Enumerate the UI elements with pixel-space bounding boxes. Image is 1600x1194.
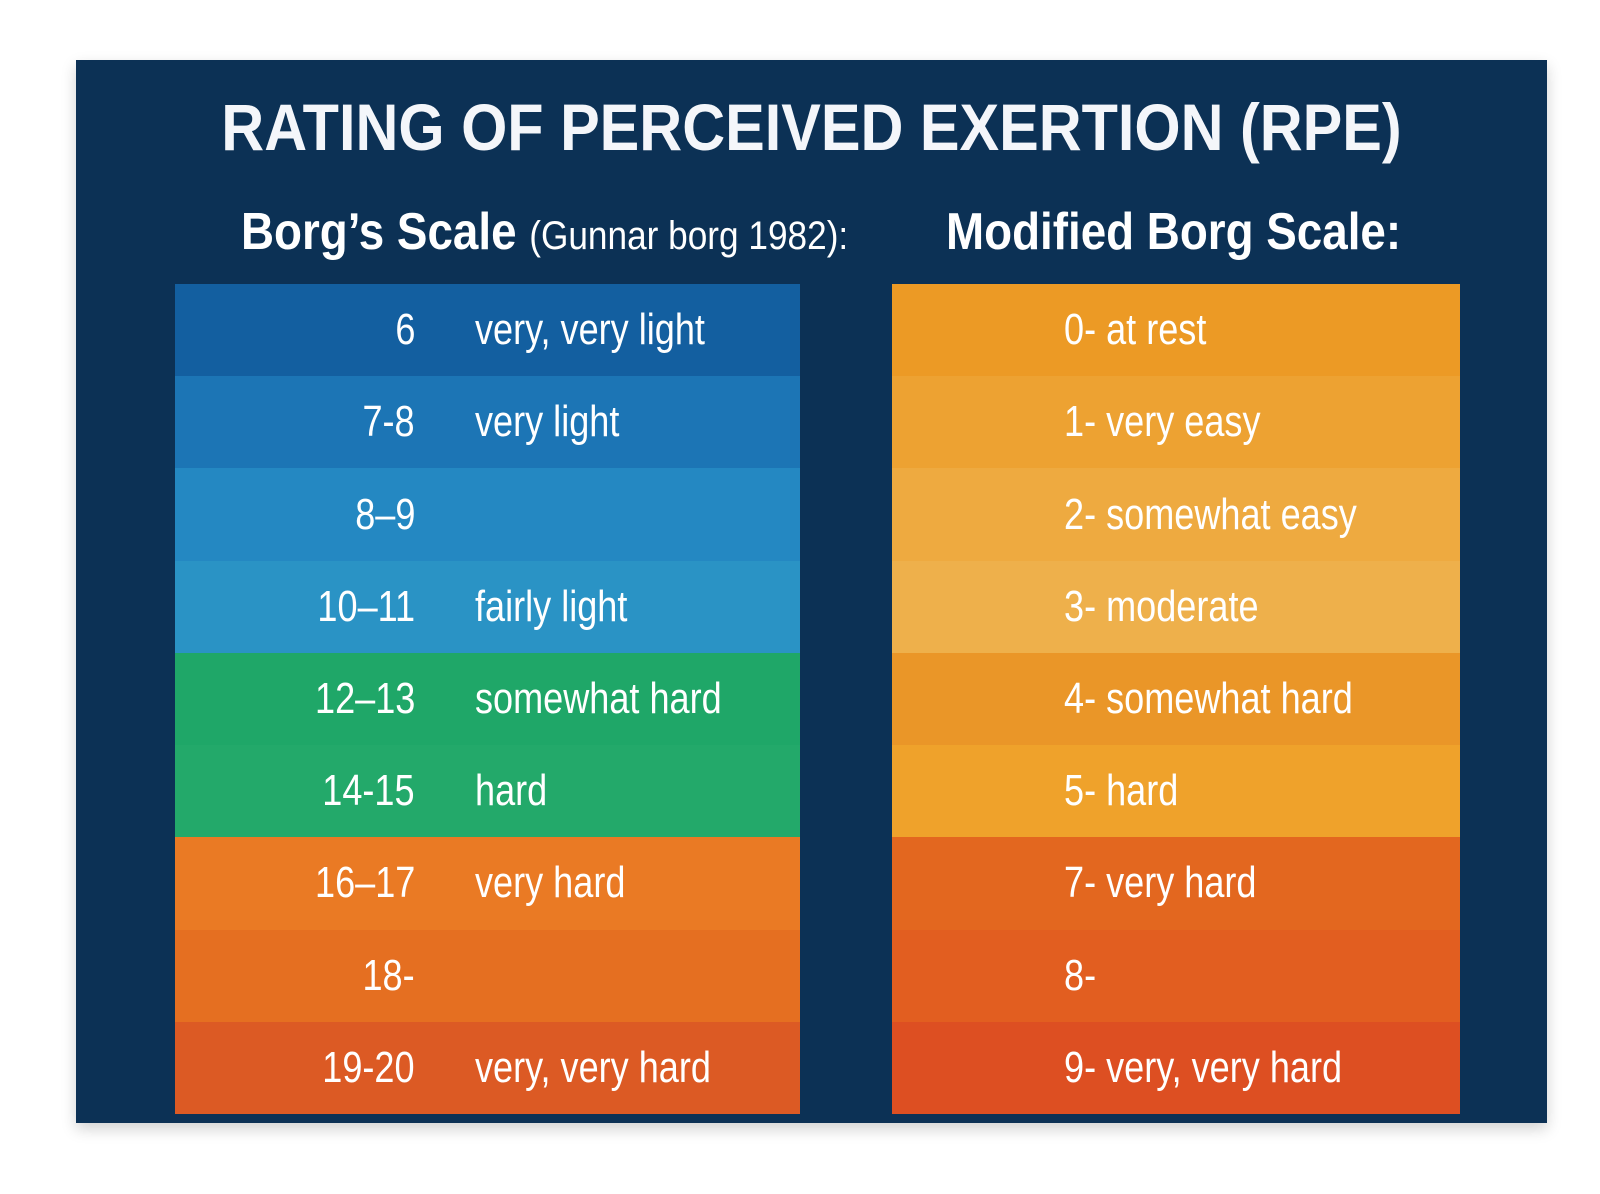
rpe-poster: RATING OF PERCEIVED EXERTION (RPE) Borg’… [76, 60, 1547, 1123]
borg-scale-label: fairly light [475, 581, 628, 631]
borg-scale-label: somewhat hard [475, 673, 722, 723]
borg-scale-row: 18- [175, 929, 800, 1022]
modified-borg-scale-row: 3- moderate [892, 560, 1460, 653]
modified-borg-scale-row: 7- very hard [892, 837, 1460, 930]
borg-scale-row: 7-8 very light [175, 376, 800, 469]
modified-borg-scale-label: 0- at rest [1064, 305, 1207, 355]
modified-borg-scale-row: 4- somewhat hard [892, 652, 1460, 746]
modified-borg-scale-label: 8- [1064, 950, 1097, 1000]
modified-borg-scale-row: 1- very easy [892, 376, 1460, 469]
borg-scale-row: 12–13 somewhat hard [175, 652, 800, 746]
modified-borg-scale-row: 0- at rest [892, 284, 1460, 377]
page-title: RATING OF PERCEIVED EXERTION (RPE) [221, 90, 1402, 164]
borg-scale-table: 6 very, very light 7-8 very light 8–9 10–11 fa… [175, 284, 800, 1114]
borg-scale-row: 14-15 hard [175, 745, 800, 838]
modified-borg-scale-label: 7- very hard [1064, 858, 1257, 908]
modified-borg-scale-label: 2- somewhat easy [1064, 489, 1357, 539]
modified-borg-scale-heading: Modified Borg Scale: [946, 203, 1402, 261]
borg-scale-value: 10–11 [317, 581, 415, 631]
borg-scale-label: very light [475, 397, 620, 447]
modified-borg-scale-row: 8- [892, 929, 1460, 1022]
modified-borg-scale-label: 4- somewhat hard [1064, 673, 1353, 723]
borg-scale-label: very, very light [475, 305, 705, 355]
borg-scale-row: 16–17 very hard [175, 837, 800, 930]
modified-borg-scale-row: 9- very, very hard [892, 1021, 1460, 1114]
borg-scale-value: 19-20 [322, 1042, 415, 1092]
borg-scale-row: 19-20 very, very hard [175, 1021, 800, 1114]
modified-borg-scale-table: 0- at rest 1- very easy 2- somewhat easy 3-… [892, 284, 1460, 1114]
modified-borg-scale-label: 9- very, very hard [1064, 1042, 1343, 1092]
borg-scale-subtitle: (Gunnar borg 1982): [529, 214, 849, 258]
borg-scale-label: very, very hard [475, 1042, 711, 1092]
borg-scale-label: very hard [475, 858, 626, 908]
modified-borg-scale-label: 1- very easy [1064, 397, 1261, 447]
modified-borg-scale-row: 2- somewhat easy [892, 468, 1460, 561]
borg-scale-value: 6 [394, 305, 415, 355]
borg-scale-value: 16–17 [314, 858, 415, 908]
modified-borg-scale-label: 3- moderate [1064, 581, 1259, 631]
borg-scale-row: 10–11 fairly light [175, 560, 800, 653]
borg-scale-value: 12–13 [314, 673, 415, 723]
borg-scale-row: 8–9 [175, 468, 800, 561]
borg-scale-value: 8–9 [354, 489, 415, 539]
borg-scale-title: Borg’s Scale [241, 203, 517, 261]
modified-borg-scale-label: 5- hard [1064, 766, 1179, 816]
borg-scale-label: hard [475, 766, 548, 816]
borg-scale-heading: Borg’s Scale (Gunnar borg 1982): [241, 198, 848, 266]
borg-scale-value: 18- [362, 950, 415, 1000]
borg-scale-value: 14-15 [322, 766, 415, 816]
borg-scale-row: 6 very, very light [175, 284, 800, 377]
modified-borg-scale-row: 5- hard [892, 745, 1460, 838]
borg-scale-value: 7-8 [362, 397, 415, 447]
